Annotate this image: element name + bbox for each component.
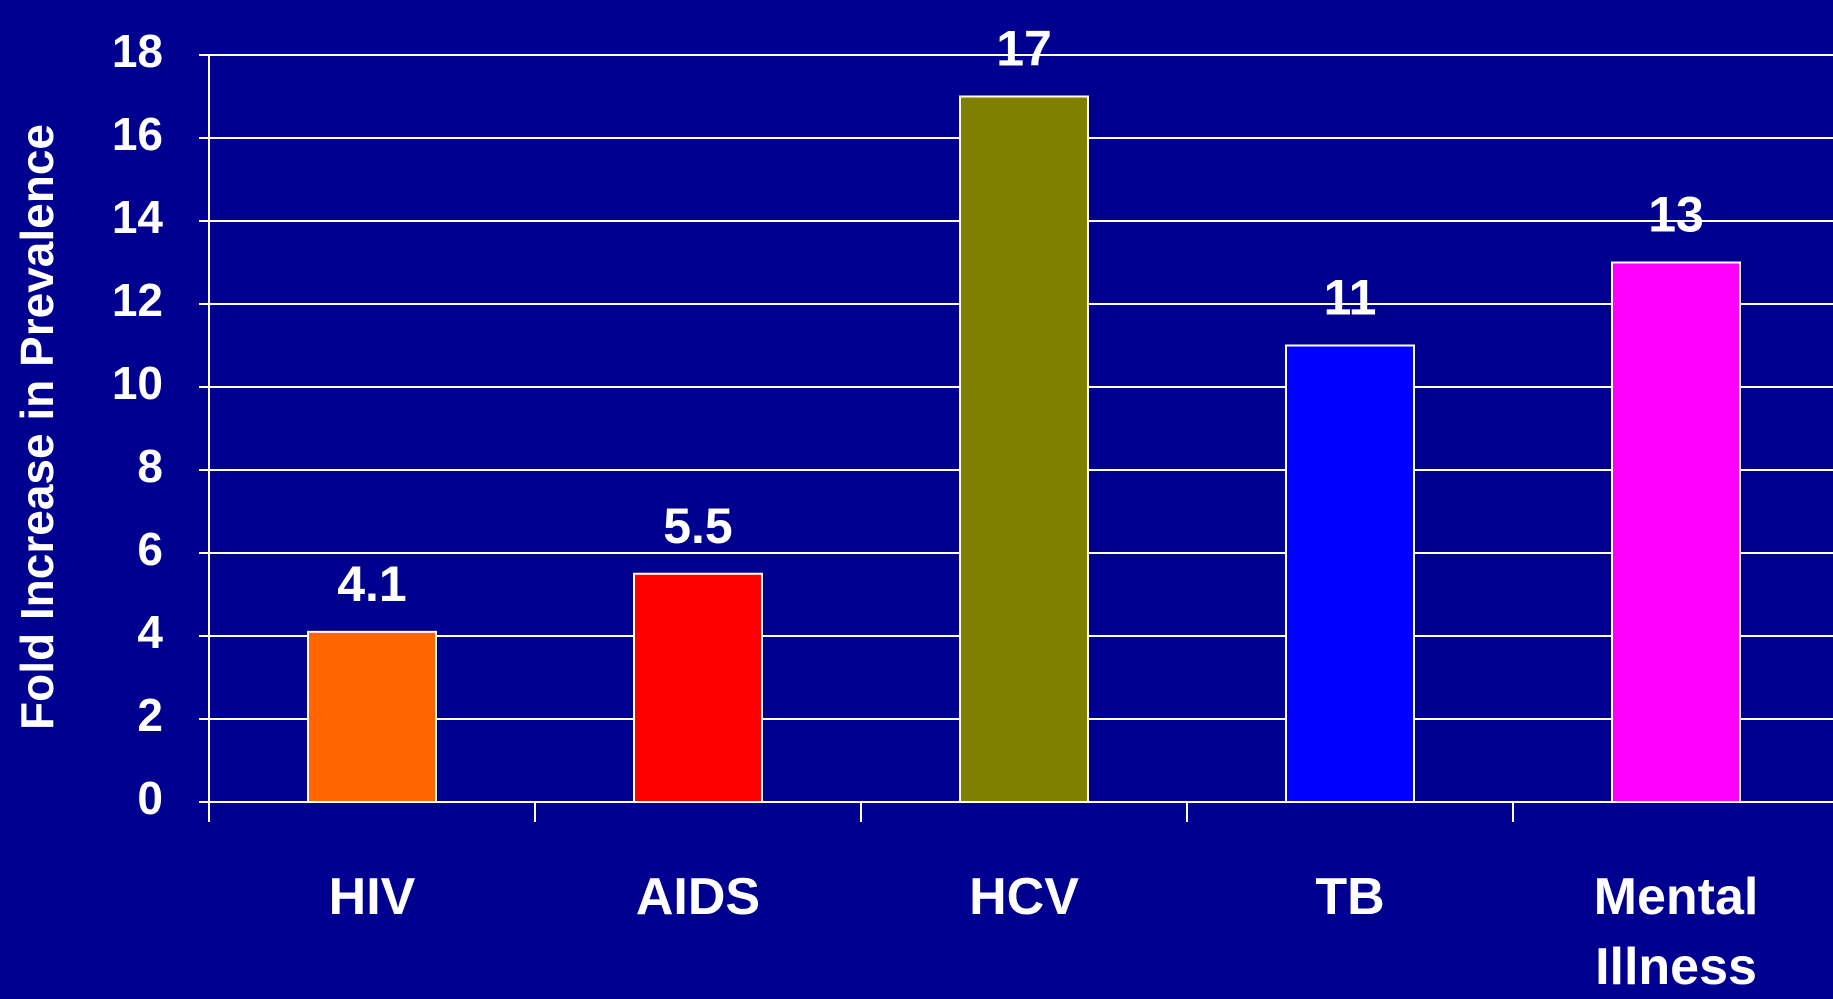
y-tick-label: 6 [137, 523, 163, 575]
bar [1285, 344, 1415, 803]
x-tick-label: HCV [969, 868, 1079, 926]
x-tick-label: AIDS [635, 868, 761, 926]
x-tick-label: TB [1315, 868, 1385, 926]
value-label: 13 [1648, 187, 1704, 243]
y-axis-label: Fold Increase in Prevalence [11, 124, 63, 730]
value-label: 5.5 [663, 498, 733, 554]
x-tick-label: Mental Illness [1593, 868, 1759, 996]
y-tick-label: 14 [112, 191, 164, 243]
y-tick-label: 18 [112, 25, 163, 77]
bar [959, 95, 1089, 803]
value-label: 17 [996, 21, 1052, 77]
value-label: 11 [1324, 270, 1377, 326]
y-tick-label: 0 [137, 772, 163, 824]
y-tick-label: 12 [112, 274, 163, 326]
bar [633, 572, 763, 803]
bar [307, 630, 437, 803]
y-tick-label: 4 [137, 606, 163, 658]
bar [1611, 261, 1741, 803]
y-tick-label: 2 [137, 689, 163, 741]
y-tick-label: 8 [137, 440, 163, 492]
y-tick-label: 16 [112, 108, 163, 160]
y-tick-label: 10 [112, 357, 163, 409]
x-tick-label: HIV [328, 868, 416, 926]
value-label: 4.1 [337, 556, 407, 612]
